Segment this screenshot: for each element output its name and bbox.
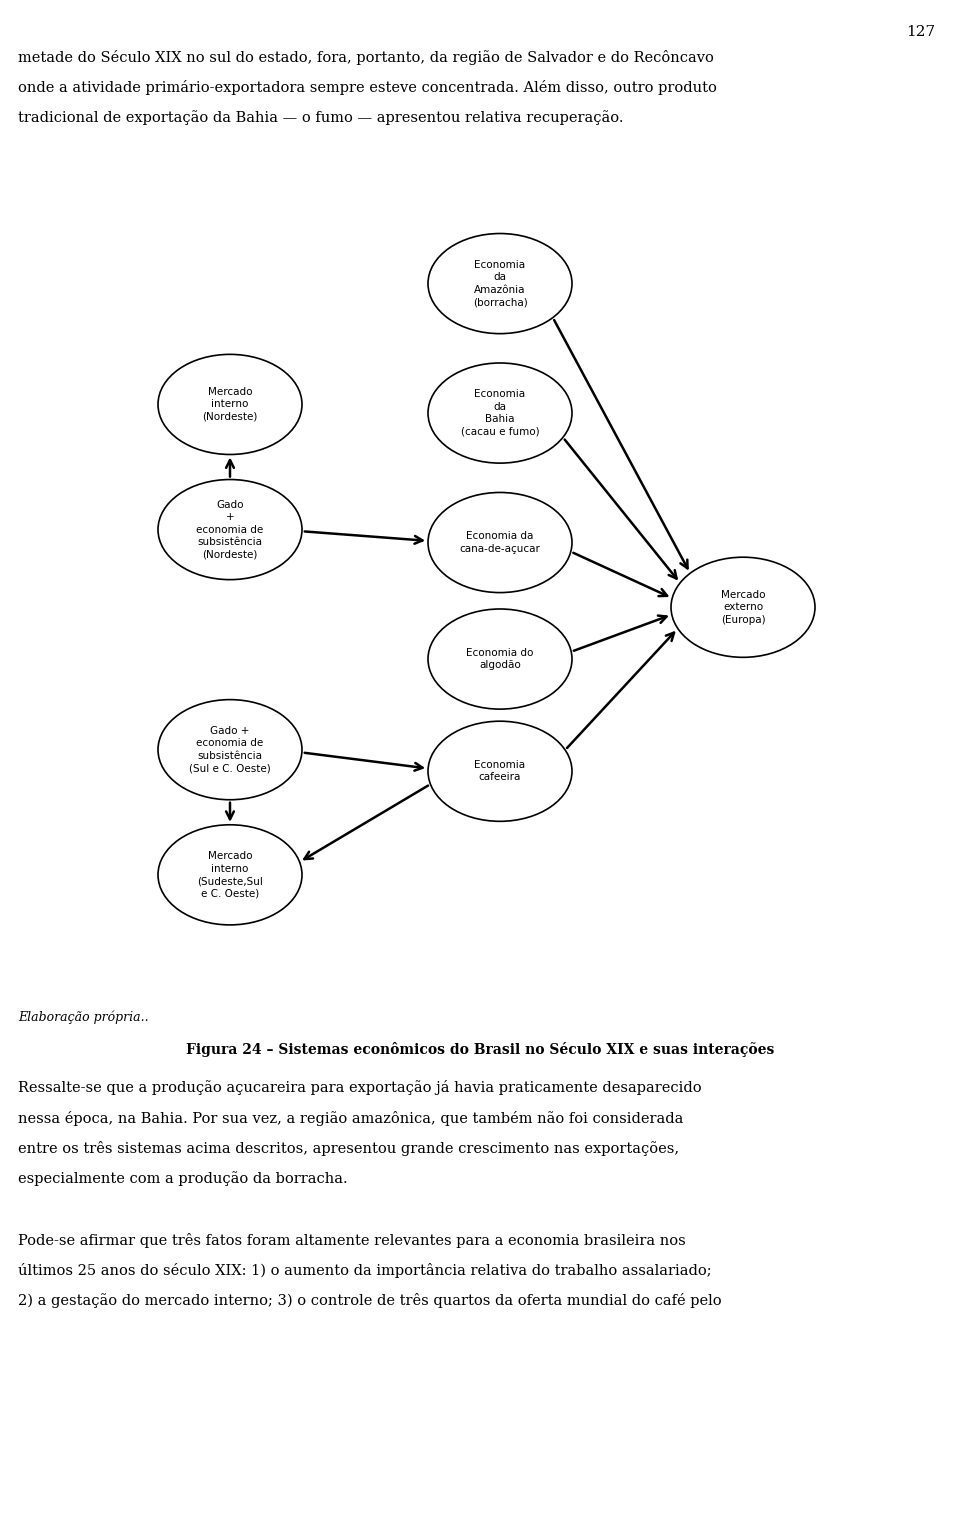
Ellipse shape xyxy=(158,479,302,579)
Text: Gado +
economia de
subsistência
(Sul e C. Oeste): Gado + economia de subsistência (Sul e C… xyxy=(189,727,271,774)
Ellipse shape xyxy=(428,610,572,710)
Ellipse shape xyxy=(428,492,572,593)
Text: Economia
cafeeira: Economia cafeeira xyxy=(474,760,525,783)
Text: entre os três sistemas acima descritos, apresentou grande crescimento nas export: entre os três sistemas acima descritos, … xyxy=(18,1142,679,1157)
Text: Economia
da
Amazônia
(borracha): Economia da Amazônia (borracha) xyxy=(472,260,527,307)
Text: Elaboração própria..: Elaboração própria.. xyxy=(18,1009,149,1023)
Text: últimos 25 anos do século XIX: 1) o aumento da importância relativa do trabalho : últimos 25 anos do século XIX: 1) o aume… xyxy=(18,1263,711,1278)
Text: 127: 127 xyxy=(906,24,935,40)
Text: Mercado
interno
(Sudeste,Sul
e C. Oeste): Mercado interno (Sudeste,Sul e C. Oeste) xyxy=(197,851,263,898)
Ellipse shape xyxy=(158,699,302,800)
Ellipse shape xyxy=(671,558,815,657)
Text: Gado
+
economia de
subsistência
(Nordeste): Gado + economia de subsistência (Nordest… xyxy=(197,500,264,559)
Text: Mercado
externo
(Europa): Mercado externo (Europa) xyxy=(721,590,765,625)
Ellipse shape xyxy=(428,720,572,821)
Text: 2) a gestação do mercado interno; 3) o controle de três quartos da oferta mundia: 2) a gestação do mercado interno; 3) o c… xyxy=(18,1294,722,1309)
Text: onde a atividade primário-exportadora sempre esteve concentrada. Além disso, out: onde a atividade primário-exportadora se… xyxy=(18,81,717,96)
Text: Ressalte-se que a produção açucareira para exportação já havia praticamente desa: Ressalte-se que a produção açucareira pa… xyxy=(18,1081,702,1094)
Text: especialmente com a produção da borracha.: especialmente com a produção da borracha… xyxy=(18,1172,348,1187)
Text: Economia da
cana-de-açucar: Economia da cana-de-açucar xyxy=(460,532,540,553)
Ellipse shape xyxy=(428,363,572,464)
Ellipse shape xyxy=(158,825,302,924)
Text: Mercado
interno
(Nordeste): Mercado interno (Nordeste) xyxy=(203,388,257,423)
Text: Figura 24 – Sistemas econômicos do Brasil no Século XIX e suas interações: Figura 24 – Sistemas econômicos do Brasi… xyxy=(186,1043,774,1056)
Text: Economia do
algodão: Economia do algodão xyxy=(467,648,534,670)
Text: metade do Século XIX no sul do estado, fora, portanto, da região de Salvador e d: metade do Século XIX no sul do estado, f… xyxy=(18,50,714,65)
Text: nessa época, na Bahia. Por sua vez, a região amazônica, que também não foi consi: nessa época, na Bahia. Por sua vez, a re… xyxy=(18,1111,684,1125)
Ellipse shape xyxy=(158,354,302,454)
Ellipse shape xyxy=(428,234,572,334)
Text: tradicional de exportação da Bahia — o fumo — apresentou relativa recuperação.: tradicional de exportação da Bahia — o f… xyxy=(18,109,623,125)
Text: Pode-se afirmar que três fatos foram altamente relevantes para a economia brasil: Pode-se afirmar que três fatos foram alt… xyxy=(18,1233,685,1248)
Text: Economia
da
Bahia
(cacau e fumo): Economia da Bahia (cacau e fumo) xyxy=(461,389,540,436)
